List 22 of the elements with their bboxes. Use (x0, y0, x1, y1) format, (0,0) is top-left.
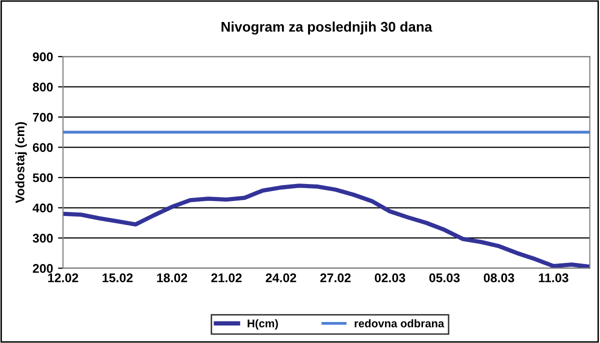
y-tick-label: 900 (32, 52, 53, 62)
x-tick-label: 08.03 (484, 273, 514, 282)
chart-title: Nivogram za poslednjih 30 dana (222, 22, 432, 35)
x-tick-label: 18.02 (157, 273, 188, 282)
x-tick-label: 24.02 (266, 273, 296, 282)
y-tick-label: 700 (32, 112, 53, 122)
legend-label: H(cm) (248, 319, 278, 330)
x-tick-label: 02.03 (374, 273, 406, 282)
y-tick-label: 200 (32, 264, 53, 273)
x-tick-label: 05.03 (429, 273, 460, 282)
x-tick-label: 15.02 (102, 273, 133, 282)
x-tick-label: 12.02 (48, 273, 78, 282)
y-tick-label: 500 (32, 173, 53, 182)
x-tick-label: 27.02 (320, 273, 351, 282)
x-tick-label: 11.03 (538, 273, 568, 282)
legend-label: redovna odbrana (354, 319, 444, 328)
y-axis-title: Vodostaj (cm) (15, 122, 27, 204)
x-tick-label: 21.02 (211, 273, 242, 282)
y-tick-label: 600 (32, 143, 53, 152)
y-tick-label: 400 (32, 204, 53, 212)
y-tick-label: 800 (32, 82, 53, 92)
y-tick-label: 300 (32, 234, 53, 243)
